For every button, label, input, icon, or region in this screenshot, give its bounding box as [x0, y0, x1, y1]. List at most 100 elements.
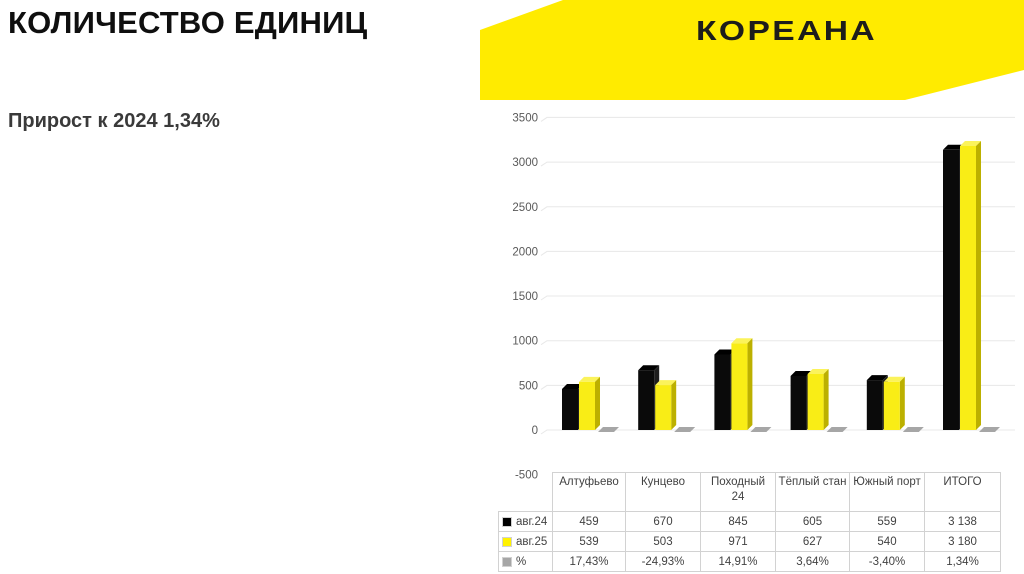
- table-row: авг.24 459 670 845 605 559 3 138: [498, 511, 1001, 532]
- table-value-cell: 17,43%: [552, 551, 626, 572]
- table-value-cell: 540: [849, 531, 925, 552]
- legend-cell: авг.24: [498, 511, 553, 532]
- bar-series2-front: [579, 381, 595, 430]
- bar-series2-top: [960, 141, 981, 146]
- table-value-cell: 3 180: [924, 531, 1001, 552]
- gridline: [540, 250, 1015, 256]
- legend-label: авг.25: [516, 535, 548, 548]
- table-header-cell: Походный 24: [700, 472, 776, 512]
- percent-floor-marker: [674, 427, 696, 432]
- table-value-cell: 459: [552, 511, 626, 532]
- table-value-cell: 670: [625, 511, 701, 532]
- table-value-cell: 14,91%: [700, 551, 776, 572]
- bar-series1-front: [943, 149, 959, 431]
- bar-series1-front: [638, 370, 655, 430]
- bar-series1-front: [714, 354, 731, 430]
- legend-key-swatch-icon: [502, 516, 512, 527]
- table-header-cell: Южный порт: [849, 472, 925, 512]
- percent-floor-marker: [826, 427, 848, 432]
- bar-group-4: [866, 375, 924, 432]
- bar-group-1: [638, 365, 696, 432]
- bar-series1-top: [790, 371, 812, 376]
- legend-key-swatch-icon: [502, 556, 512, 567]
- table-corner-cell: [499, 473, 553, 512]
- bar-series2-front: [883, 381, 900, 430]
- bar-group-2: [714, 338, 772, 432]
- bar-series2-front: [960, 146, 976, 430]
- data-table: Алтуфьево Кунцево Походный 24 Тёплый стан Юж…: [498, 472, 1001, 572]
- table-value-cell: 539: [552, 531, 626, 552]
- table-value-cell: 627: [775, 531, 850, 552]
- bar-series2-side: [899, 376, 905, 430]
- bar-series1-front: [562, 389, 578, 430]
- bar-series2-top: [883, 376, 905, 382]
- bar-series2-side: [747, 338, 753, 430]
- table-header-cell: Тёплый стан: [775, 472, 850, 512]
- table-value-cell: 971: [700, 531, 776, 552]
- y-axis-tick-label: 3000: [512, 157, 538, 169]
- percent-floor-marker: [598, 427, 619, 432]
- y-axis-tick-label: -500: [515, 470, 538, 482]
- table-value-cell: 3 138: [924, 511, 1001, 532]
- bar-series2-side: [823, 369, 829, 430]
- legend-cell: авг.25: [498, 531, 553, 552]
- percent-floor-marker: [902, 427, 924, 432]
- gridline: [540, 384, 1015, 390]
- bar-series2-front: [731, 343, 748, 430]
- legend-label: авг.24: [516, 515, 548, 528]
- bar-series2-front: [655, 385, 672, 430]
- bar-group-5: [943, 141, 1000, 432]
- gridline: [540, 340, 1015, 346]
- y-axis-tick-label: 0: [532, 425, 538, 437]
- legend-key-swatch-icon: [502, 536, 512, 547]
- bar-series2-front: [807, 374, 824, 430]
- bar-series1-front: [790, 376, 807, 430]
- subtitle-growth: Прирост к 2024 1,34%: [8, 110, 220, 132]
- table-row: % 17,43% -24,93% 14,91% 3,64% -3,40% 1,34%: [498, 551, 1001, 572]
- bar-series1-top: [562, 384, 583, 389]
- table-header-cell: Кунцево: [625, 472, 701, 512]
- gridline: [540, 429, 1015, 435]
- bar-series2-side: [595, 376, 600, 430]
- page-title: КОЛИЧЕСТВО ЕДИНИЦ: [8, 5, 368, 40]
- bar-group-3: [790, 369, 848, 432]
- table-row: авг.25 539 503 971 627 540 3 180: [498, 531, 1001, 552]
- bar-series1-top: [714, 349, 736, 355]
- gridline: [540, 161, 1015, 167]
- bar-series1-top: [943, 144, 964, 150]
- table-header-cell: ИТОГО: [924, 472, 1001, 512]
- table-value-cell: 503: [625, 531, 701, 552]
- legend-label: %: [516, 555, 527, 568]
- legend-cell: %: [498, 551, 553, 572]
- table-value-cell: 605: [775, 511, 850, 532]
- table-header-cell: Алтуфьево: [552, 472, 626, 512]
- table-value-cell: 1,34%: [924, 551, 1001, 572]
- y-axis-tick-label: 3500: [512, 112, 538, 124]
- bar-series2-top: [807, 369, 829, 374]
- y-axis-tick-label: 2000: [512, 246, 538, 258]
- table-value-cell: -24,93%: [625, 551, 701, 572]
- gridline: [540, 116, 1015, 122]
- bar-series2-top: [579, 376, 600, 382]
- percent-floor-marker: [979, 427, 1000, 432]
- bar-series2-top: [655, 380, 677, 386]
- bar-series1-front: [866, 380, 883, 430]
- bar-series2-top: [731, 338, 753, 344]
- table-value-cell: -3,40%: [849, 551, 925, 572]
- gridline: [540, 206, 1015, 212]
- percent-floor-marker: [750, 427, 772, 432]
- bar-series2-side: [671, 380, 677, 430]
- gridline: [540, 295, 1015, 301]
- bar-series1-top: [638, 365, 660, 371]
- brand-banner: КОРЕАНА: [480, 0, 1024, 100]
- table-value-cell: 559: [849, 511, 925, 532]
- brand-logo-text: КОРЕАНА: [696, 15, 878, 46]
- bar-series2-side: [976, 141, 981, 430]
- bar-series1-top: [866, 375, 888, 381]
- table-value-cell: 845: [700, 511, 776, 532]
- y-axis-tick-label: 500: [519, 380, 538, 392]
- y-axis-tick-label: 2500: [512, 202, 538, 214]
- table-value-cell: 3,64%: [775, 551, 850, 572]
